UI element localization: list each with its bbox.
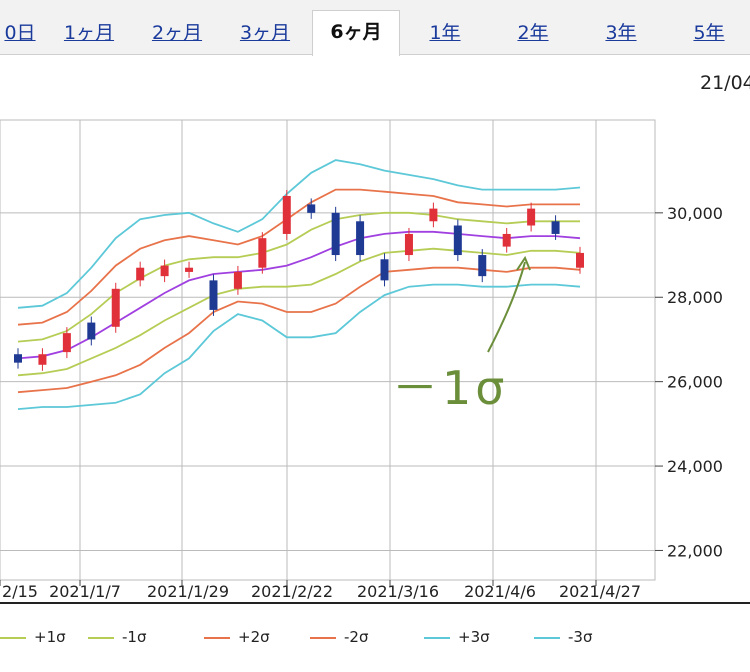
legend-swatch [534,636,560,639]
chart-grid [0,119,656,581]
legend-swatch [88,636,114,639]
y-tick-label: 24,000 [667,457,723,476]
band-minus1sigma [17,247,581,377]
tab-5years[interactable]: 5年 [693,22,725,44]
legend-item-plus1sigma: +1σ [0,628,66,650]
plot-frame [0,119,656,581]
y-tick-label: 30,000 [667,204,723,223]
x-tick-label: 2021/4/27 [559,582,641,601]
candle [429,208,438,222]
legend-label: -1σ [122,628,147,646]
band-plus1sigma [17,211,580,343]
x-tick-label: 2021/1/7 [49,582,121,601]
candle [258,238,267,268]
tab-2years[interactable]: 2年 [517,22,549,44]
candle [38,354,47,365]
legend-swatch [310,636,336,639]
x-tick-label: 2021/4/6 [464,582,536,601]
candle [14,354,22,363]
legend-swatch [204,636,230,639]
band-minus2sigma [17,266,581,394]
legend-label: -2σ [344,628,369,646]
tab-6months[interactable]: 6ヶ月 [312,10,400,56]
candle [233,271,242,289]
candle [551,221,560,234]
x-axis-ticks: 2/15 2021/1/7 2021/1/29 2021/2/22 2021/3/16 2… [0,580,641,601]
x-tick-label: 2/15 [2,582,38,601]
y-tick-label: 26,000 [667,373,723,392]
period-tabs: 0日 1ヶ月 2ヶ月 3ヶ月 6ヶ月 1年 2年 3年 5年 [0,0,750,56]
tab-10days[interactable]: 0日 [4,22,36,44]
candle [453,225,462,256]
legend-swatch [0,636,26,639]
candle [160,265,169,277]
tab-1month[interactable]: 1ヶ月 [63,22,115,44]
legend-label: +3σ [458,628,490,646]
candle [576,252,584,268]
candlesticks [14,189,584,371]
tab-2months[interactable]: 2ヶ月 [151,22,203,44]
legend-item-minus2sigma: -2σ [310,628,368,650]
legend-swatch [424,636,450,639]
candle [478,255,487,277]
legend-item-plus3sigma: +3σ [424,628,490,650]
candle [380,259,389,281]
x-tick-label: 2021/3/16 [357,582,439,601]
candle [185,267,194,272]
legend-item-minus1sigma: -1σ [88,628,146,650]
y-tick-label: 22,000 [667,541,723,560]
candle [136,267,145,281]
legend-item-plus2sigma: +2σ [204,628,270,650]
tab-3months[interactable]: 3ヶ月 [239,22,291,44]
legend: +1σ -1σ +2σ -2σ +3σ -3σ [0,602,750,672]
candle [404,233,413,256]
x-tick-label: 2021/1/29 [147,582,229,601]
candle [527,208,536,226]
sigma-annotation: －1σ [392,361,509,415]
candle [307,204,316,213]
legend-item-minus3sigma: -3σ [534,628,592,650]
candle [356,221,365,256]
candle [62,333,71,353]
tab-1year[interactable]: 1年 [429,22,461,44]
y-tick-label: 28,000 [667,288,723,307]
legend-label: -3σ [568,628,593,646]
candle [209,280,218,310]
legend-label: +2σ [238,628,270,646]
band-minus3sigma [17,283,581,410]
bollinger-bands [17,159,581,410]
chart-date-label: 21/04 [700,72,750,94]
legend-label: +1σ [34,628,66,646]
y-axis-ticks: 22,000 24,000 26,000 28,000 30,000 [655,204,723,560]
candle [282,195,291,234]
tab-3years[interactable]: 3年 [605,22,637,44]
band-plus3sigma [17,159,581,309]
candle [87,322,96,340]
candle [111,288,120,327]
candle [502,233,511,247]
band-plus2sigma [17,188,580,326]
x-tick-label: 2021/2/22 [251,582,333,601]
band-middle [17,230,581,360]
annotation-arrow [487,255,531,353]
candle [331,212,340,256]
